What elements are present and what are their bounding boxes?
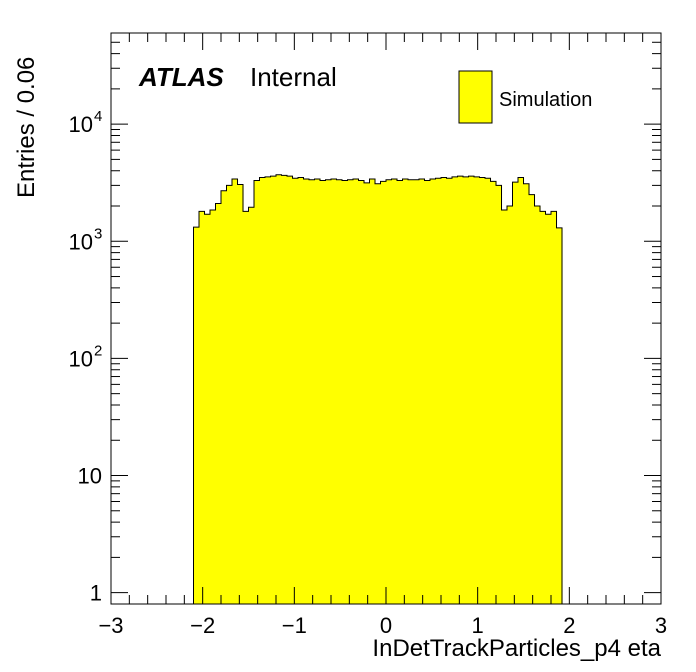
histogram-bin xyxy=(204,214,211,604)
y-tick-exponent: 4 xyxy=(94,108,102,125)
histogram-bin xyxy=(386,179,393,604)
histogram-bin xyxy=(292,178,299,604)
histogram-bin xyxy=(452,176,459,604)
histogram-bin xyxy=(534,206,541,605)
internal-label: Internal xyxy=(250,62,337,92)
histogram-bin xyxy=(320,180,327,604)
x-tick-label: −2 xyxy=(190,613,215,638)
histogram-bin xyxy=(380,181,387,604)
histogram-bin xyxy=(369,179,376,604)
histogram-bin xyxy=(545,214,552,604)
y-tick-exponent: 3 xyxy=(94,225,102,242)
histogram-bin xyxy=(375,183,382,604)
histogram-bin xyxy=(408,179,415,604)
histogram-bin xyxy=(276,174,283,604)
axis-ticks xyxy=(110,32,662,604)
histogram-bin xyxy=(507,206,514,605)
histogram-bin xyxy=(210,209,217,605)
histogram-bin xyxy=(226,185,233,605)
legend: Simulation xyxy=(458,70,592,124)
histogram-bin xyxy=(457,176,464,604)
histogram-bin xyxy=(479,177,486,604)
histogram-bin xyxy=(424,180,431,604)
histogram-bin xyxy=(303,179,310,604)
histogram-bin xyxy=(314,179,321,604)
histogram-bin xyxy=(265,176,272,604)
histogram-bin xyxy=(232,179,239,604)
histogram-bin xyxy=(540,211,547,604)
histogram-bin xyxy=(463,176,470,604)
histogram-bin xyxy=(485,178,492,604)
histogram-bin xyxy=(496,185,503,605)
histogram-bin xyxy=(430,179,437,604)
histogram-bin xyxy=(254,180,261,604)
histogram-bin xyxy=(199,211,206,604)
histogram-bin xyxy=(501,209,508,605)
histogram-bin xyxy=(325,179,332,604)
histogram-bin xyxy=(287,176,294,604)
histogram-bin xyxy=(270,176,277,604)
x-tick-label: −1 xyxy=(282,613,307,638)
histogram-bin xyxy=(518,177,525,604)
y-tick-label: 1 xyxy=(90,581,102,606)
histogram-bin xyxy=(413,179,420,604)
y-tick-label: 10 xyxy=(69,346,93,371)
x-axis-title: InDetTrackParticles_p4 eta xyxy=(372,635,661,662)
histogram-bin xyxy=(298,177,305,604)
histogram-bin xyxy=(523,183,530,604)
histogram-bin xyxy=(441,177,448,604)
histogram-bin xyxy=(364,182,371,604)
histogram-bars xyxy=(193,174,563,605)
histogram-bin xyxy=(221,190,228,604)
histogram-bin xyxy=(435,178,442,604)
atlas-label: ATLAS xyxy=(138,62,224,92)
x-tick-label: −3 xyxy=(98,613,123,638)
plot-frame xyxy=(110,32,662,605)
histogram-bin xyxy=(353,179,360,604)
histogram-bin xyxy=(237,184,244,604)
histogram-bin xyxy=(419,179,426,604)
histogram-bin xyxy=(342,180,349,604)
histogram-outline xyxy=(193,174,563,604)
histogram-bin xyxy=(512,182,519,604)
legend-label: Simulation xyxy=(499,89,592,111)
y-axis-title: Entries / 0.06 xyxy=(13,57,40,198)
histogram-bin xyxy=(259,177,266,604)
histogram-bin xyxy=(468,176,475,604)
histogram-bin xyxy=(402,179,409,604)
histogram-bin xyxy=(358,180,365,604)
y-tick-label: 10 xyxy=(69,112,93,137)
histogram-bin xyxy=(281,175,288,604)
histogram-bin xyxy=(556,227,563,605)
histogram-bin xyxy=(551,211,558,604)
histogram-bin xyxy=(215,203,222,604)
histogram-bin xyxy=(336,179,343,604)
x-tick-label: 1 xyxy=(472,613,484,638)
legend-swatch xyxy=(458,70,493,124)
histogram-bin xyxy=(243,211,250,604)
histogram-bin xyxy=(391,179,398,604)
histogram-bin xyxy=(529,194,536,604)
histogram-bin xyxy=(347,179,354,604)
histogram-bin xyxy=(490,181,497,604)
histogram-bin xyxy=(309,179,316,604)
x-tick-label: 0 xyxy=(380,613,392,638)
y-tick-label: 10 xyxy=(69,229,93,254)
histogram-bin xyxy=(474,176,481,604)
histogram-bin xyxy=(248,207,255,605)
x-tick-label: 2 xyxy=(563,613,575,638)
y-tick-label: 10 xyxy=(78,464,102,489)
histogram-bin xyxy=(397,180,404,604)
y-tick-exponent: 2 xyxy=(94,342,102,359)
x-tick-label: 3 xyxy=(655,613,667,638)
histogram-bin xyxy=(331,179,338,604)
histogram-bin xyxy=(193,227,200,605)
histogram-bin xyxy=(446,178,453,604)
